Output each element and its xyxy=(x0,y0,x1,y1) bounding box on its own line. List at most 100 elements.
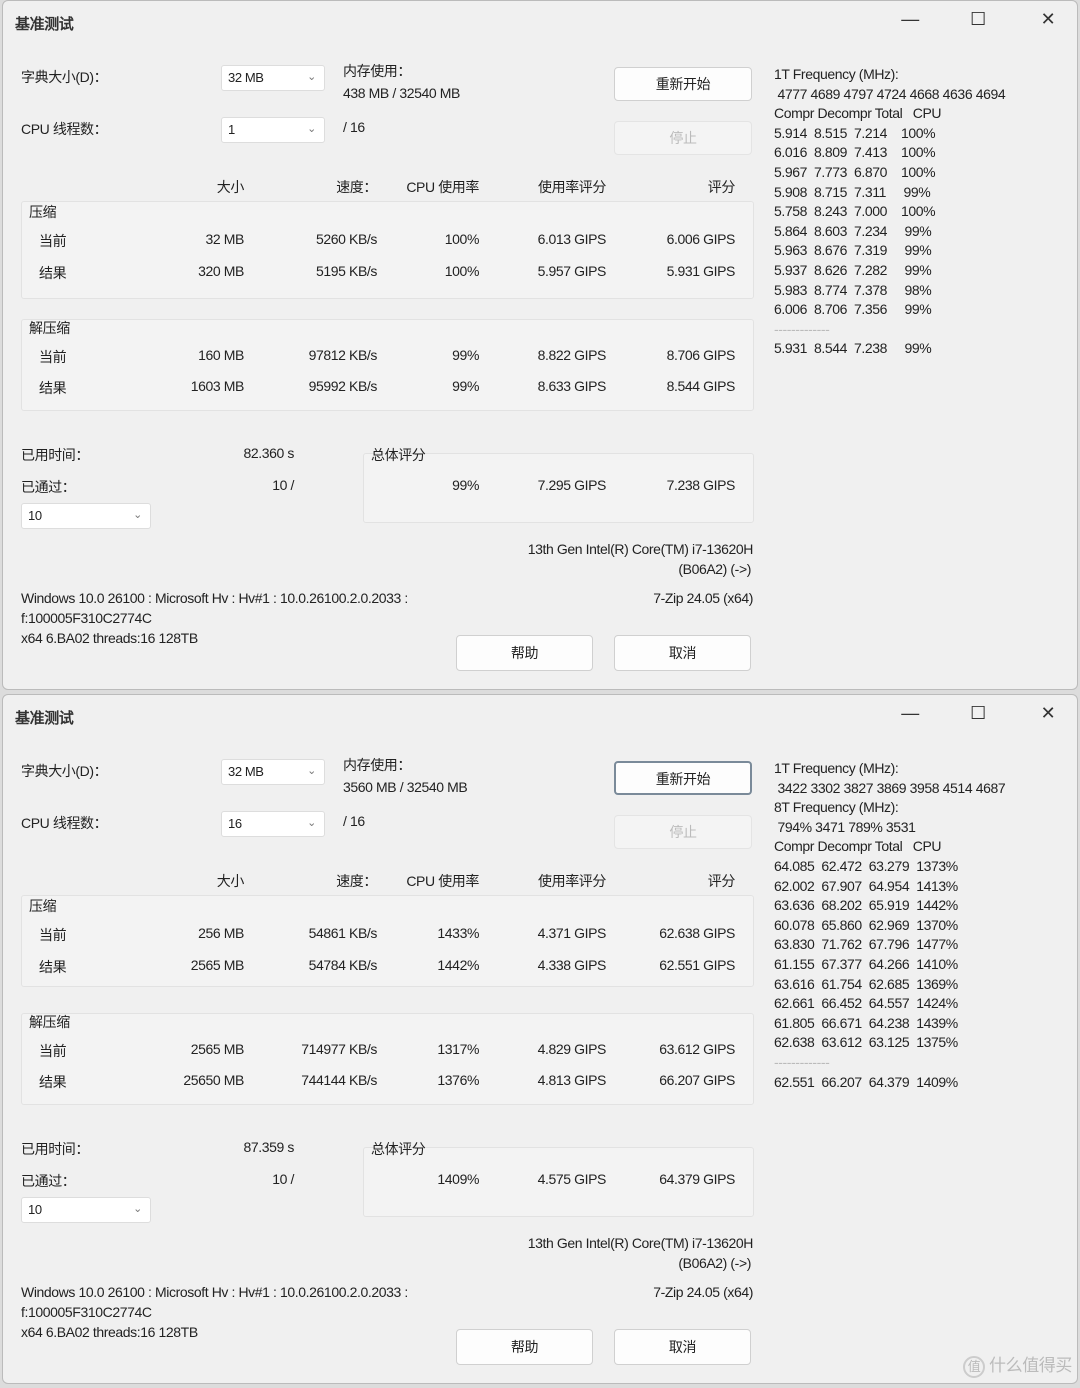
total-rating: 64.379 GIPS xyxy=(659,1171,735,1187)
cpu-threads-select[interactable]: 1 ⌄ xyxy=(221,117,325,143)
close-button[interactable]: ✕ xyxy=(1040,703,1056,723)
compress-result-label: 结果 xyxy=(39,959,67,975)
compress-label: 压缩 xyxy=(29,204,57,220)
elapsed-time-label: 已用时间： xyxy=(21,1141,89,1157)
stop-button: 停止 xyxy=(614,815,752,849)
memory-usage-label: 内存使用： xyxy=(343,63,411,79)
log-line: 61.805 66.671 64.238 1439% xyxy=(774,1014,958,1031)
compress-result-size: 2565 MB xyxy=(190,957,245,973)
decompress-current-label: 当前 xyxy=(39,349,67,365)
log-line: 63.616 61.754 62.685 1369% xyxy=(774,975,958,992)
close-button[interactable]: ✕ xyxy=(1040,9,1056,29)
chevron-down-icon: ⌄ xyxy=(307,765,316,777)
compress-current-rating: 6.006 GIPS xyxy=(666,231,736,247)
total-rating-group xyxy=(363,1147,754,1217)
decompress-current-speed: 97812 KB/s xyxy=(308,347,378,363)
compress-current-size: 32 MB xyxy=(205,231,245,247)
version-info: 7-Zip 24.05 (x64) xyxy=(653,1284,753,1300)
compress-current-speed: 54861 KB/s xyxy=(308,925,378,941)
passes-select[interactable]: 10 ⌄ xyxy=(21,1197,151,1223)
log-line: 61.155 67.377 64.266 1410% xyxy=(774,955,958,972)
benchmark-window: 基准测试 — ☐ ✕ 字典大小(D)： 32 MB ⌄ 内存使用： 3560 MB / 3254… xyxy=(2,694,1078,1384)
minimize-button[interactable]: — xyxy=(901,9,919,29)
os-info-line3: x64 6.BA02 threads:16 128TB xyxy=(21,1324,198,1340)
stop-button: 停止 xyxy=(614,121,752,155)
log-line: 5.937 8.626 7.282 99% xyxy=(774,261,932,278)
elapsed-time-value: 87.359 s xyxy=(243,1139,294,1155)
column-header-cpu: CPU 使用率 xyxy=(406,873,479,889)
column-header-rating-usage: 使用率评分 xyxy=(538,873,606,889)
passed-value: 10 / xyxy=(272,1171,294,1187)
log-line: 4777 4689 4797 4724 4668 4636 4694 xyxy=(774,85,1006,102)
compress-current-usage-rating: 6.013 GIPS xyxy=(537,231,607,247)
passes-value: 10 xyxy=(28,508,42,523)
dictionary-size-label: 字典大小(D)： xyxy=(21,69,108,85)
column-header-rating: 评分 xyxy=(707,873,736,889)
total-rating-group xyxy=(363,453,754,523)
decompress-result-size: 25650 MB xyxy=(183,1072,244,1088)
decompress-result-label: 结果 xyxy=(39,1074,67,1090)
log-line: 8T Frequency (MHz): xyxy=(774,799,899,816)
log-line: Compr Decompr Total CPU xyxy=(774,838,942,855)
os-info-line2: f:100005F310C2774C xyxy=(21,1304,152,1320)
benchmark-log: 1T Frequency (MHz): 3422 3302 3827 3869 … xyxy=(774,759,1006,1092)
column-header-size: 大小 xyxy=(216,179,245,195)
total-rating-label: 总体评分 xyxy=(371,1141,426,1157)
compress-result-rating: 5.931 GIPS xyxy=(666,263,736,279)
cpu-threads-max: / 16 xyxy=(343,813,365,829)
decompress-current-usage-rating: 8.822 GIPS xyxy=(537,347,607,363)
total-rating: 7.238 GIPS xyxy=(666,477,736,493)
decompress-current-speed: 714977 KB/s xyxy=(301,1041,377,1057)
chevron-down-icon: ⌄ xyxy=(307,123,316,135)
chevron-down-icon: ⌄ xyxy=(307,817,316,829)
column-header-speed: 速度： xyxy=(336,873,377,889)
cancel-button[interactable]: 取消 xyxy=(614,1329,751,1365)
maximize-button[interactable]: ☐ xyxy=(970,703,986,723)
decompress-current-cpu-usage: 1317% xyxy=(437,1041,479,1057)
decompress-result-usage-rating: 8.633 GIPS xyxy=(537,378,607,394)
watermark: 值什么值得买 xyxy=(963,1351,1072,1378)
minimize-button[interactable]: — xyxy=(901,703,919,723)
dictionary-size-select[interactable]: 32 MB ⌄ xyxy=(221,65,325,91)
compress-current-cpu-usage: 100% xyxy=(444,231,480,247)
restart-button[interactable]: 重新开始 xyxy=(614,761,752,795)
log-line: 63.636 68.202 65.919 1442% xyxy=(774,897,958,914)
column-header-rating: 评分 xyxy=(707,179,736,195)
os-info-line2: f:100005F310C2774C xyxy=(21,610,152,626)
decompress-current-rating: 63.612 GIPS xyxy=(659,1041,735,1057)
decompress-current-size: 160 MB xyxy=(198,347,244,363)
help-button[interactable]: 帮助 xyxy=(456,1329,593,1365)
log-line: 6.016 8.809 7.413 100% xyxy=(774,144,936,161)
decompress-current-label: 当前 xyxy=(39,1043,67,1059)
decompress-label: 解压缩 xyxy=(29,1014,70,1030)
cpu-threads-label: CPU 线程数： xyxy=(21,815,108,831)
passes-select[interactable]: 10 ⌄ xyxy=(21,503,151,529)
log-line: 5.908 8.715 7.311 99% xyxy=(774,183,931,200)
elapsed-time-value: 82.360 s xyxy=(243,445,294,461)
decompress-label: 解压缩 xyxy=(29,320,70,336)
compress-group xyxy=(21,201,754,299)
passed-value: 10 / xyxy=(272,477,294,493)
decompress-result-cpu-usage: 1376% xyxy=(437,1072,479,1088)
log-line: 62.551 66.207 64.379 1409% xyxy=(774,1073,958,1090)
decompress-result-size: 1603 MB xyxy=(190,378,245,394)
total-rating-label: 总体评分 xyxy=(371,447,426,463)
decompress-group xyxy=(21,1013,754,1105)
memory-usage-value: 3560 MB / 32540 MB xyxy=(343,779,468,795)
help-button[interactable]: 帮助 xyxy=(456,635,593,671)
log-line: 5.758 8.243 7.000 100% xyxy=(774,203,936,220)
decompress-result-cpu-usage: 99% xyxy=(452,378,479,394)
compress-result-cpu-usage: 1442% xyxy=(437,957,479,973)
restart-button[interactable]: 重新开始 xyxy=(614,67,752,101)
dictionary-size-value: 32 MB xyxy=(228,764,264,779)
benchmark-log: 1T Frequency (MHz): 4777 4689 4797 4724 … xyxy=(774,65,1006,359)
compress-current-speed: 5260 KB/s xyxy=(316,231,377,247)
watermark-logo-icon: 值 xyxy=(963,1356,985,1378)
benchmark-window: 基准测试 — ☐ ✕ 字典大小(D)： 32 MB ⌄ 内存使用： 438 MB / 32540… xyxy=(2,0,1078,690)
cancel-button[interactable]: 取消 xyxy=(614,635,751,671)
maximize-button[interactable]: ☐ xyxy=(970,9,986,29)
dictionary-size-select[interactable]: 32 MB ⌄ xyxy=(221,759,325,785)
decompress-result-speed: 95992 KB/s xyxy=(308,378,378,394)
cpu-threads-select[interactable]: 16 ⌄ xyxy=(221,811,325,837)
compress-current-label: 当前 xyxy=(39,233,67,249)
